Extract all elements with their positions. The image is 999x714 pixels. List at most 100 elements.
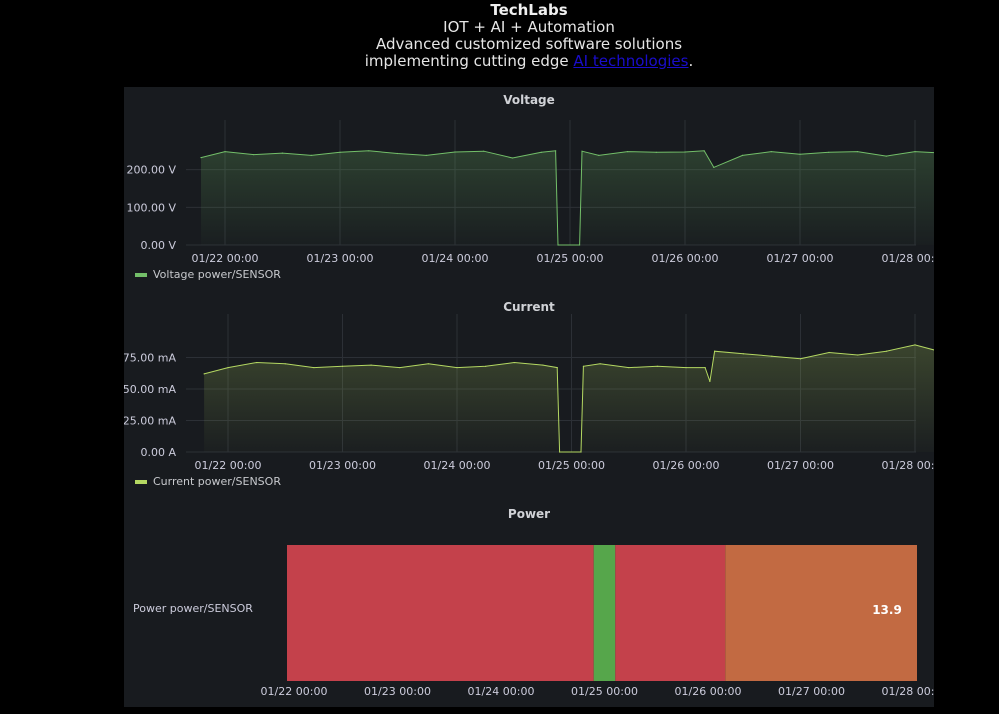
page-header: TechLabs IOT + AI + Automation Advanced … <box>0 2 999 70</box>
y-tick-label: 0.00 V <box>140 239 176 252</box>
data-point <box>578 244 581 246</box>
data-point <box>742 353 744 355</box>
data-point <box>770 150 772 153</box>
x-tick-label: 01/27 00:00 <box>767 252 834 265</box>
x-tick-label: 01/28 00:00 <box>882 685 934 698</box>
tagline: IOT + AI + Automation <box>443 18 615 36</box>
x-tick-label: 01/27 00:00 <box>767 459 834 472</box>
data-point <box>885 350 887 352</box>
data-point <box>771 355 773 357</box>
data-point <box>656 365 658 367</box>
data-point <box>626 150 629 153</box>
data-point <box>599 363 601 365</box>
data-point <box>370 364 372 366</box>
data-point <box>885 155 887 157</box>
link-prefix: implementing cutting edge <box>364 52 574 70</box>
x-tick-label: 01/23 00:00 <box>309 459 376 472</box>
legend-item[interactable]: Current power/SENSOR <box>135 475 281 488</box>
voltage-panel: Voltage 0.00 V 100.00 V 200.00 V 01/22 00:0… <box>124 87 934 294</box>
data-point <box>555 150 557 152</box>
x-tick-label: 01/25 00:00 <box>538 459 605 472</box>
state-segment <box>287 545 594 681</box>
timeline-area: Power power/SENSOR 13.9 01/22 00:00 01/23 0… <box>133 545 934 698</box>
y-tick-label: 100.00 V <box>126 201 176 214</box>
data-point <box>399 366 401 369</box>
data-point <box>856 150 859 153</box>
data-point <box>704 366 706 369</box>
data-point <box>341 365 344 367</box>
link-suffix: . <box>688 52 694 70</box>
description-line-with-link: implementing cutting edge AI technologie… <box>0 53 999 70</box>
legend-item[interactable]: Voltage power/SENSOR <box>135 268 281 281</box>
brand-title: TechLabs <box>490 1 568 19</box>
legend-swatch <box>135 479 147 484</box>
data-point <box>828 151 830 153</box>
x-tick-label: 01/24 00:00 <box>422 252 489 265</box>
data-point <box>914 150 916 153</box>
data-point <box>284 363 286 365</box>
data-point <box>741 154 744 156</box>
panel-title[interactable]: Voltage <box>503 93 555 107</box>
series-line <box>200 150 934 246</box>
data-point <box>454 151 456 153</box>
data-point <box>513 361 515 364</box>
x-tick-label: 01/25 00:00 <box>571 685 638 698</box>
data-point <box>396 152 399 155</box>
y-tick-label: 200.00 V <box>126 164 176 177</box>
x-tick-label: 01/28 00:00 <box>882 459 934 472</box>
data-point <box>425 154 427 156</box>
data-point <box>310 154 312 156</box>
series-area <box>204 344 934 452</box>
data-point <box>655 151 657 153</box>
data-point <box>281 152 284 154</box>
state-segment <box>725 545 917 681</box>
x-tick-label: 01/22 00:00 <box>192 252 259 265</box>
x-tick-label: 01/25 00:00 <box>537 252 604 265</box>
x-tick-label: 01/24 00:00 <box>424 459 491 472</box>
x-tick-label: 01/27 00:00 <box>778 685 845 698</box>
ai-technologies-link[interactable]: AI technologies <box>573 52 689 70</box>
data-point <box>580 451 582 453</box>
data-point <box>256 361 258 364</box>
panel-title[interactable]: Power <box>507 507 551 521</box>
x-tick-label: 01/22 00:00 <box>195 459 262 472</box>
state-segment <box>593 545 616 681</box>
plot-area: 0.00 V 100.00 V 200.00 V 01/22 00:00 01/23 0… <box>126 120 934 265</box>
data-point <box>200 157 202 159</box>
x-tick-label: 01/26 00:00 <box>652 252 719 265</box>
panel-title[interactable]: Current <box>503 300 555 314</box>
data-point <box>339 151 341 153</box>
x-tick-label: 01/28 00:00 <box>882 252 934 265</box>
current-panel: Current 0.00 A 25.00 mA 50.00 mA 75.00 mA 01… <box>124 294 934 501</box>
data-point <box>511 157 514 159</box>
data-point <box>799 153 801 155</box>
x-tick-label: 01/26 00:00 <box>675 685 742 698</box>
data-point <box>799 358 802 360</box>
data-point <box>483 150 485 152</box>
legend-swatch <box>135 272 147 277</box>
data-point <box>714 350 716 352</box>
description-line: Advanced customized software solutions <box>375 35 683 53</box>
data-point <box>556 366 558 369</box>
data-point <box>368 150 370 152</box>
data-point <box>684 151 686 153</box>
y-tick-label: 50.00 mA <box>124 383 176 396</box>
series-area <box>201 150 934 245</box>
current-chart[interactable]: 0.00 A 25.00 mA 50.00 mA 75.00 mA 01/22 00:0… <box>124 294 934 501</box>
state-segment <box>615 545 726 681</box>
data-point <box>703 150 705 152</box>
data-point <box>558 451 561 453</box>
y-tick-label: 0.00 A <box>140 446 176 459</box>
data-point <box>857 354 859 356</box>
y-tick-label: 25.00 mA <box>124 415 176 428</box>
voltage-chart[interactable]: 0.00 V 100.00 V 200.00 V 01/22 00:00 01/23 0… <box>124 87 934 294</box>
data-point <box>540 151 542 153</box>
data-point <box>685 366 687 369</box>
data-point <box>582 365 585 367</box>
data-point <box>224 150 226 153</box>
power-state-timeline[interactable]: Power power/SENSOR 13.9 01/22 00:00 01/23 0… <box>124 501 934 707</box>
data-point <box>456 366 458 369</box>
data-point <box>709 380 711 383</box>
plot-area: 0.00 A 25.00 mA 50.00 mA 75.00 mA 01/22 00:0… <box>124 314 934 472</box>
x-tick-label: 01/26 00:00 <box>653 459 720 472</box>
